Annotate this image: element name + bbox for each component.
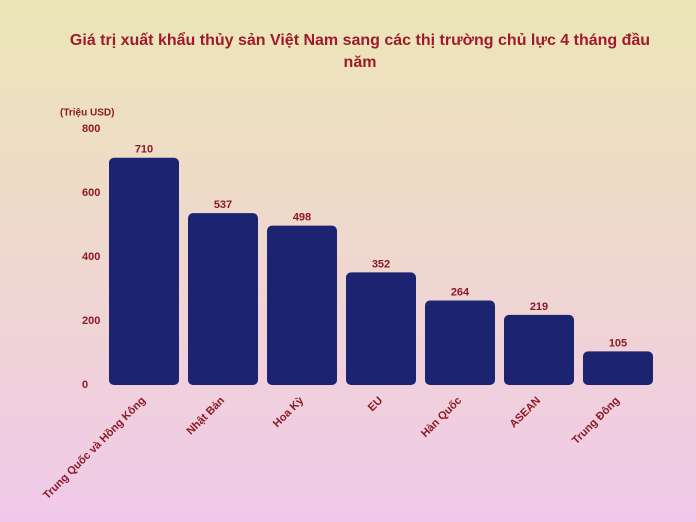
- y-tick-label: 400: [82, 251, 100, 263]
- x-tick-label: Nhật Bản: [185, 394, 228, 437]
- y-tick-label: 800: [82, 123, 100, 135]
- y-axis-label: (Triệu USD): [60, 108, 114, 119]
- value-label: 219: [530, 301, 548, 313]
- x-tick-label: ASEAN: [507, 395, 543, 431]
- value-label: 105: [609, 337, 627, 349]
- value-label: 264: [451, 286, 470, 298]
- value-label: 352: [372, 258, 390, 270]
- chart-title: Giá trị xuất khẩu thủy sản Việt Nam sang…: [69, 32, 651, 71]
- x-tick-label: Hàn Quốc: [419, 395, 464, 440]
- bar: [109, 157, 179, 385]
- value-label: 710: [135, 144, 153, 156]
- bar: [267, 225, 337, 385]
- value-label: 537: [214, 199, 232, 211]
- x-tick-label: Hoa Kỳ: [271, 394, 307, 430]
- bar: [346, 272, 416, 385]
- bar: [504, 314, 574, 385]
- y-tick-label: 0: [82, 379, 88, 391]
- x-tick-label: Trung Đông: [570, 395, 622, 447]
- x-tick-label: EU: [366, 395, 385, 414]
- bar: [188, 213, 258, 385]
- bar: [583, 351, 653, 385]
- bar: [425, 300, 495, 385]
- y-tick-label: 600: [82, 187, 100, 199]
- value-label: 498: [293, 212, 311, 224]
- x-tick-label: Trung Quốc và Hồng Kông: [41, 395, 148, 502]
- y-tick-label: 200: [82, 315, 100, 327]
